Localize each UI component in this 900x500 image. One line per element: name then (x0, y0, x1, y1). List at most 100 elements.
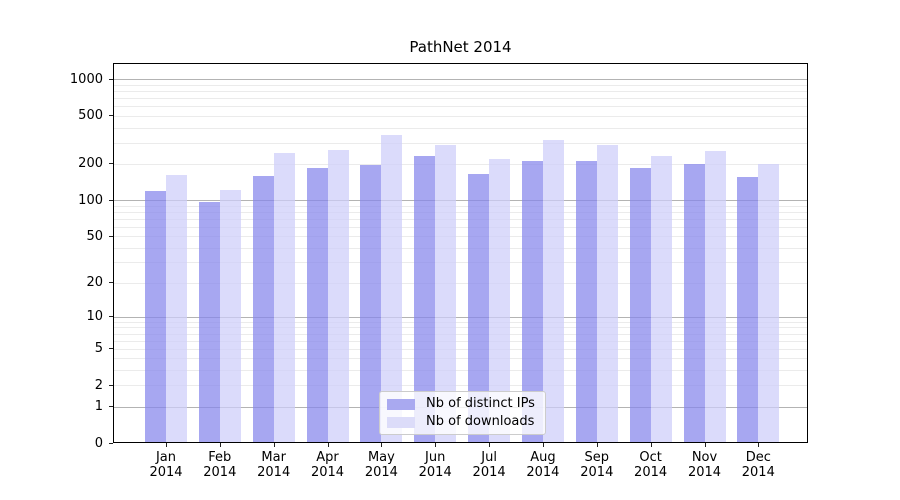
y-tick-0 (109, 442, 113, 444)
x-tick-1 (166, 443, 167, 447)
x-tick-2 (219, 443, 221, 447)
x-tick-6 (435, 443, 437, 447)
bar-nb-of-downloads-10 (650, 156, 672, 443)
bar-nb-of-downloads-7 (489, 158, 511, 443)
y-tick-50 (109, 235, 113, 237)
y-tick-2 (109, 384, 113, 386)
legend-label-downloads: Nb of downloads (426, 414, 535, 429)
gridline-minor-8 (113, 327, 808, 329)
gridline-minor-20 (113, 282, 808, 284)
y-tick-label-500: 500 (78, 108, 103, 124)
gridline-minor-80 (113, 211, 808, 213)
gridline-minor-300 (113, 142, 808, 144)
bar-nb-of-downloads-9 (596, 145, 618, 443)
x-tick-10 (650, 443, 652, 447)
bar-nb-of-downloads-3 (273, 153, 295, 443)
bar-nb-of-distinct-ips-10 (629, 167, 651, 443)
x-tick-label-5: May 2014 (364, 450, 398, 480)
gridline-minor-2 (113, 385, 808, 387)
gridline-major-100 (113, 200, 808, 202)
gridline-minor-3 (113, 370, 808, 371)
gridline-minor-7 (113, 333, 808, 335)
gridline-minor-40 (113, 247, 808, 249)
gridline-major-1000 (113, 79, 808, 81)
gridline-minor-90 (113, 205, 808, 207)
gridline-minor-400 (113, 127, 808, 129)
gridline-minor-6 (113, 340, 808, 342)
gridline-minor-500 (113, 115, 808, 117)
gridline-minor-5 (113, 348, 808, 350)
gridline-minor-30 (113, 262, 808, 264)
gridline-minor-900 (113, 84, 808, 86)
y-tick-label-1000: 1000 (69, 71, 103, 87)
gridline-minor-4 (113, 358, 808, 360)
legend: Nb of distinct IPs Nb of downloads (379, 391, 546, 435)
gridline-minor-700 (113, 98, 808, 100)
y-tick-label-20: 20 (86, 275, 103, 291)
y-tick-label-2: 2 (94, 377, 103, 393)
bar-nb-of-downloads-5 (381, 134, 403, 443)
legend-label-distinct-ips: Nb of distinct IPs (426, 396, 535, 411)
bar-nb-of-distinct-ips-3 (252, 176, 274, 443)
bar-nb-of-distinct-ips-11 (683, 164, 705, 443)
y-tick-label-5: 5 (94, 341, 103, 357)
chart-title: PathNet 2014 (409, 38, 512, 56)
y-tick-5 (109, 348, 113, 350)
bar-nb-of-downloads-1 (166, 174, 187, 443)
legend-swatch-downloads (387, 416, 415, 428)
x-tick-9 (596, 443, 598, 447)
x-tick-label-9: Sep 2014 (580, 450, 614, 480)
gridline-major-10 (113, 316, 808, 318)
bar-nb-of-distinct-ips-1 (145, 190, 166, 443)
bar-nb-of-distinct-ips-6 (414, 155, 436, 443)
x-tick-label-3: Mar 2014 (257, 450, 291, 480)
bar-nb-of-distinct-ips-7 (468, 173, 490, 443)
x-tick-7 (489, 443, 491, 447)
gridline-minor-200 (113, 163, 808, 165)
y-tick-label-50: 50 (86, 228, 103, 244)
y-tick-label-10: 10 (86, 309, 103, 325)
x-tick-label-10: Oct 2014 (634, 450, 668, 480)
legend-item-downloads: Nb of downloads (387, 415, 538, 429)
x-tick-label-6: Jun 2014 (418, 450, 452, 480)
x-tick-label-2: Feb 2014 (203, 450, 237, 480)
y-tick-label-1: 1 (94, 399, 103, 414)
bar-nb-of-distinct-ips-2 (198, 201, 220, 443)
y-tick-1000 (109, 78, 113, 80)
y-tick-20 (109, 282, 113, 284)
y-tick-label-0: 0 (94, 435, 103, 451)
y-tick-200 (109, 163, 113, 165)
x-tick-8 (542, 443, 544, 447)
x-tick-label-12: Dec 2014 (741, 450, 775, 480)
gridline-minor-50 (113, 236, 808, 238)
bar-nb-of-downloads-4 (327, 150, 349, 443)
bar-nb-of-distinct-ips-5 (360, 164, 382, 443)
y-tick-1 (109, 406, 113, 407)
gridline-minor-9 (113, 321, 808, 323)
y-tick-10 (109, 316, 113, 318)
gridline-minor-600 (113, 106, 808, 108)
y-tick-500 (109, 115, 113, 117)
x-tick-label-1: Jan 2014 (149, 450, 183, 480)
y-tick-label-100: 100 (78, 192, 103, 208)
bar-nb-of-downloads-12 (758, 164, 780, 443)
bar-nb-of-downloads-11 (704, 151, 726, 443)
x-tick-label-4: Apr 2014 (310, 450, 345, 480)
legend-swatch-distinct-ips (387, 398, 415, 410)
x-tick-label-8: Aug 2014 (526, 450, 560, 480)
x-tick-label-7: Jul 2014 (472, 450, 506, 480)
y-tick-label-200: 200 (78, 156, 103, 172)
legend-item-distinct-ips: Nb of distinct IPs (387, 397, 538, 411)
bar-nb-of-downloads-2 (219, 189, 241, 443)
bar-nb-of-distinct-ips-12 (737, 176, 759, 443)
bar-nb-of-distinct-ips-4 (306, 168, 328, 443)
gridline-minor-70 (113, 218, 808, 220)
x-tick-label-11: Nov 2014 (687, 450, 722, 480)
x-tick-11 (704, 443, 706, 447)
x-tick-5 (381, 443, 383, 447)
gridline-minor-60 (113, 226, 808, 228)
y-tick-100 (109, 199, 113, 201)
bar-nb-of-downloads-6 (435, 144, 457, 443)
x-tick-3 (273, 443, 275, 447)
